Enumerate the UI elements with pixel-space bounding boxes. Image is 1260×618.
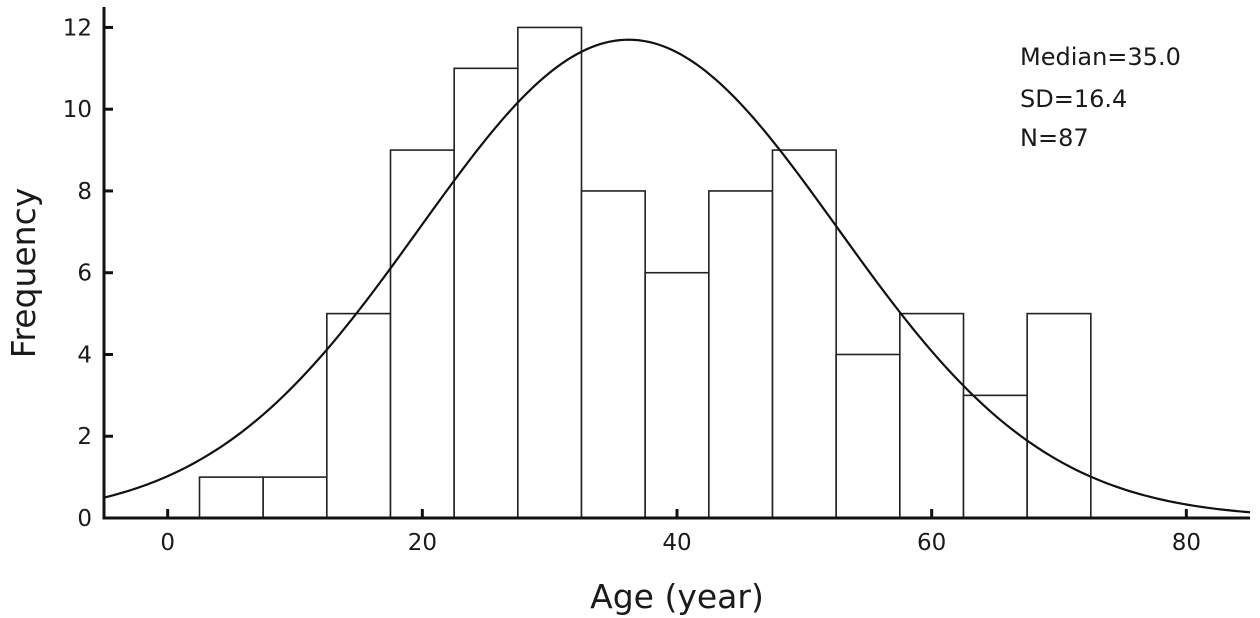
x-tick-label: 60	[917, 530, 946, 556]
x-tick-label: 80	[1172, 530, 1201, 556]
y-tick-label: 2	[77, 424, 92, 450]
histogram-bar-7	[580, 190, 646, 519]
histogram-bar-3	[326, 312, 392, 519]
histogram-bar-13	[962, 394, 1028, 519]
histogram-bar-5	[453, 67, 519, 519]
histogram-bar-10	[771, 149, 837, 519]
n-annotation: N=87	[1020, 124, 1089, 152]
y-tick-label: 0	[77, 506, 92, 532]
sd-annotation: SD=16.4	[1020, 85, 1127, 113]
y-axis-title: Frequency	[4, 188, 43, 358]
histogram-bar-2	[262, 476, 328, 519]
histogram-bar-8	[644, 271, 710, 519]
histogram-bars	[198, 26, 1092, 519]
x-axis-ticks: 0 20 40 60 80	[160, 509, 1201, 556]
histogram-bar-9	[708, 190, 774, 519]
y-axis-ticks: 0 2 4 6 8 10 12	[63, 15, 113, 532]
x-tick-label: 0	[160, 530, 175, 556]
y-tick-label: 4	[77, 342, 92, 368]
x-tick-label: 40	[662, 530, 691, 556]
histogram-bar-1	[198, 476, 264, 519]
histogram-bar-11	[835, 353, 901, 519]
y-tick-label: 12	[63, 15, 92, 41]
x-tick-label: 20	[408, 530, 437, 556]
normal-distribution-curve	[103, 38, 1251, 514]
summary-statistics: Median=35.0 SD=16.4 N=87	[1020, 43, 1181, 152]
histogram-bar-4	[389, 149, 455, 519]
y-tick-label: 6	[77, 261, 92, 287]
y-tick-label: 8	[77, 179, 92, 205]
x-axis-title: Age (year)	[590, 577, 764, 616]
histogram-bar-12	[899, 312, 965, 519]
median-annotation: Median=35.0	[1020, 43, 1181, 71]
histogram-bar-6	[517, 26, 583, 519]
histogram-bar-14	[1026, 312, 1092, 519]
y-tick-label: 10	[63, 97, 92, 123]
